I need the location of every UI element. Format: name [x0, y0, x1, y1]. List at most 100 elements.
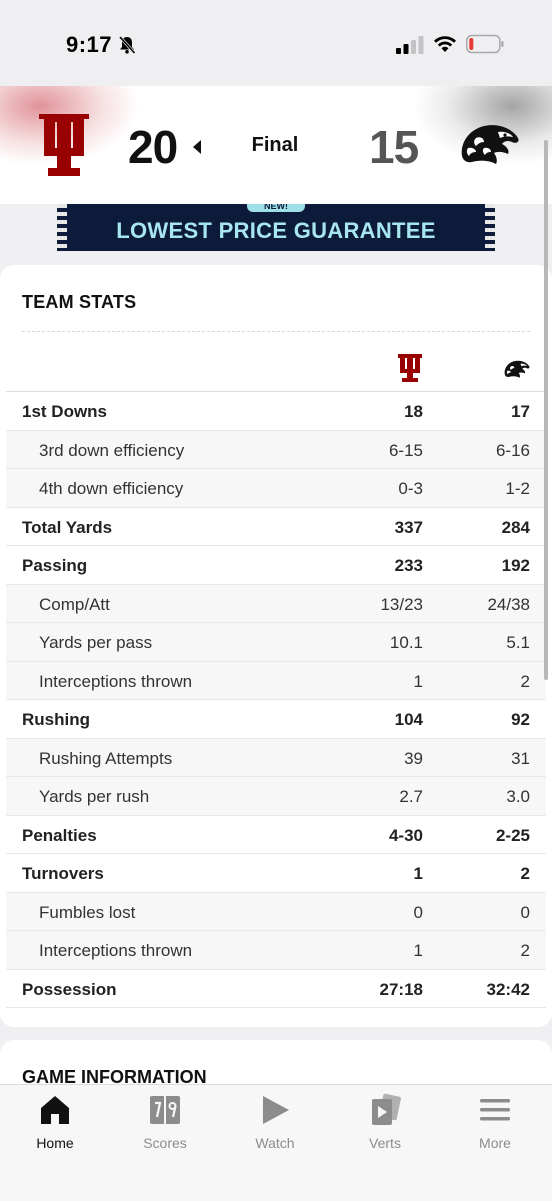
stat-home-value: 39 [404, 748, 423, 768]
stat-home-value: 1 [413, 864, 423, 883]
verts-icon [372, 1093, 401, 1125]
stats-table: 1st Downs 18 17 3rd down efficiency 6-15 6-16… [6, 392, 546, 1008]
stat-label: Rushing Attempts [39, 748, 173, 768]
stat-away-value: 284 [501, 517, 530, 537]
home-icon [41, 1096, 69, 1124]
stat-row: Total Yards 337 284 [6, 507, 546, 546]
stat-home-value: 2.7 [399, 787, 423, 806]
stat-away-value: 2-25 [495, 825, 530, 845]
status-bar: 9:17 [0, 0, 552, 86]
nav-scores-label: Scores [143, 1135, 187, 1151]
nav-verts[interactable]: Verts [330, 1093, 440, 1163]
stat-away-value: 3.0 [506, 787, 530, 806]
status-time: 9:17 [66, 32, 113, 57]
stat-row: 1st Downs 18 17 [6, 392, 546, 431]
stat-label: Possession [22, 979, 117, 999]
stat-row: Comp/Att 13/23 24/38 [6, 584, 546, 623]
stat-away-value: 5.1 [506, 633, 530, 652]
stat-away-value: 92 [511, 710, 530, 729]
stat-row: 4th down efficiency 0-3 1-2 [6, 469, 546, 508]
stat-away-value: 2 [520, 671, 530, 691]
stat-home-value: 233 [394, 556, 423, 575]
stat-away-value: 32:42 [486, 979, 530, 999]
stat-home-value: 1 [413, 671, 423, 691]
ad-new-tag: NEW! [247, 204, 305, 212]
stat-row: Possession 27:18 32:42 [6, 969, 546, 1008]
stat-label: Comp/Att [39, 594, 110, 614]
away-score: 15 [369, 121, 419, 173]
ad-banner[interactable]: NEW! LOWEST PRICE GUARANTEE [57, 204, 495, 251]
stat-home-value: 0 [413, 902, 423, 922]
stat-row: Yards per rush 2.7 3.0 [6, 777, 546, 816]
stat-row: Interceptions thrown 1 2 [6, 661, 546, 700]
stat-away-value: 2 [520, 941, 530, 960]
stat-away-value: 31 [511, 748, 530, 768]
stat-label: Interceptions thrown [39, 671, 193, 691]
nav-watch-label: Watch [255, 1135, 295, 1151]
stat-label: Penalties [22, 825, 97, 845]
nav-scores[interactable]: Scores [110, 1093, 220, 1163]
ad-text: LOWEST PRICE GUARANTEE [116, 218, 436, 243]
stat-home-value: 4-30 [388, 825, 423, 845]
stat-home-value: 6-15 [388, 440, 423, 460]
scrollbar[interactable] [544, 140, 548, 680]
stat-home-value: 104 [394, 710, 423, 729]
indiana-trident-logo-icon[interactable] [38, 114, 90, 176]
stat-label: 4th down efficiency [39, 479, 184, 498]
title-divider [22, 331, 530, 332]
stat-row: Turnovers 1 2 [6, 854, 546, 893]
header-divider [6, 391, 546, 392]
stat-label: Rushing [22, 710, 90, 729]
stat-row: 3rd down efficiency 6-15 6-16 [6, 430, 546, 469]
home-score: 20 [128, 121, 178, 173]
away-team-column-icon [504, 360, 530, 378]
bottom-nav: Home Scores Watch Verts More [0, 1084, 552, 1201]
menu-icon [480, 1099, 510, 1121]
stat-away-value: 0 [520, 902, 530, 922]
stat-label: 3rd down efficiency [39, 440, 185, 460]
wifi-icon [434, 36, 456, 52]
stat-away-value: 192 [501, 556, 530, 575]
game-status: Final [251, 134, 299, 156]
stat-label: Yards per rush [39, 787, 150, 806]
nav-verts-label: Verts [369, 1135, 401, 1151]
stat-row: Yards per pass 10.1 5.1 [6, 623, 546, 662]
stat-away-value: 6-16 [495, 440, 530, 460]
nav-home-label: Home [36, 1135, 74, 1151]
stat-home-value: 18 [404, 402, 423, 421]
scores-icon [150, 1096, 180, 1124]
stat-label: Interceptions thrown [39, 941, 193, 960]
iowa-hawkeye-logo-icon[interactable] [458, 122, 522, 166]
stat-row: Penalties 4-30 2-25 [6, 815, 546, 854]
team-stats-title: TEAM STATS [22, 292, 137, 312]
nav-watch[interactable]: Watch [220, 1093, 330, 1163]
battery-low-icon [466, 34, 504, 54]
stat-home-value: 337 [394, 517, 423, 537]
stat-label: Turnovers [22, 864, 104, 883]
stat-home-value: 1 [413, 941, 423, 960]
stat-away-value: 17 [511, 402, 530, 421]
stat-home-value: 0-3 [398, 479, 423, 498]
stat-label: 1st Downs [22, 402, 108, 421]
stat-home-value: 10.1 [389, 633, 423, 652]
stat-label: Total Yards [22, 517, 113, 537]
stat-row: Rushing Attempts 39 31 [6, 738, 546, 777]
nav-home[interactable]: Home [0, 1093, 110, 1163]
stat-row: Interceptions thrown 1 2 [6, 931, 546, 970]
home-team-column-icon [398, 354, 422, 382]
stat-away-value: 1-2 [505, 479, 530, 498]
team-stats-card: TEAM STATS 1st Downs 18 17 3rd down efficie… [0, 265, 552, 1027]
winner-indicator-icon [193, 140, 201, 154]
stat-home-value: 27:18 [379, 979, 423, 999]
stat-row: Passing 233 192 [6, 546, 546, 585]
game-information-title: GAME INFORMATION [22, 1067, 207, 1087]
nav-more-label: More [479, 1135, 511, 1151]
nav-more[interactable]: More [440, 1093, 550, 1163]
stat-label: Fumbles lost [39, 902, 136, 922]
stat-home-value: 13/23 [380, 594, 423, 614]
score-header: 20 Final 15 [0, 86, 552, 204]
stat-away-value: 24/38 [487, 594, 530, 614]
play-icon [263, 1096, 289, 1124]
stat-label: Passing [22, 556, 88, 575]
stat-row: Fumbles lost 0 0 [6, 892, 546, 931]
